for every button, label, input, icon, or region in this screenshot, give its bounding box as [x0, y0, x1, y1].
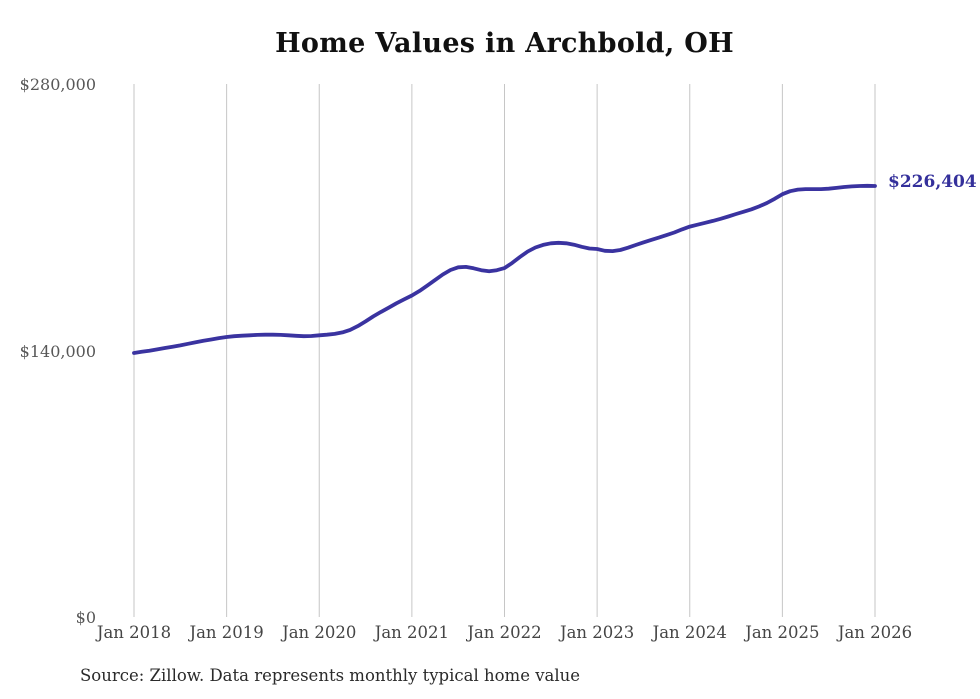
x-tick-label: Jan 2018: [96, 623, 172, 642]
x-tick-label: Jan 2025: [745, 623, 820, 642]
chart-title: Home Values in Archbold, OH: [275, 28, 734, 59]
latest-value-label: $226,404: [888, 172, 977, 193]
x-tick-label: Jan 2019: [189, 623, 264, 642]
x-tick-label: Jan 2022: [467, 623, 542, 642]
source-note: Source: Zillow. Data represents monthly …: [80, 666, 581, 685]
x-tick-label: Jan 2020: [282, 623, 357, 642]
y-tick-label: $280,000: [19, 75, 96, 94]
y-tick-label: $140,000: [19, 341, 96, 361]
x-tick-label: Jan 2023: [559, 623, 635, 642]
x-tick-label: Jan 2026: [837, 623, 913, 642]
x-tick-label: Jan 2024: [652, 623, 727, 642]
home-value-line-series: [132, 183, 877, 355]
y-tick-label: $0: [75, 608, 96, 627]
x-tick-label: Jan 2021: [374, 623, 450, 642]
